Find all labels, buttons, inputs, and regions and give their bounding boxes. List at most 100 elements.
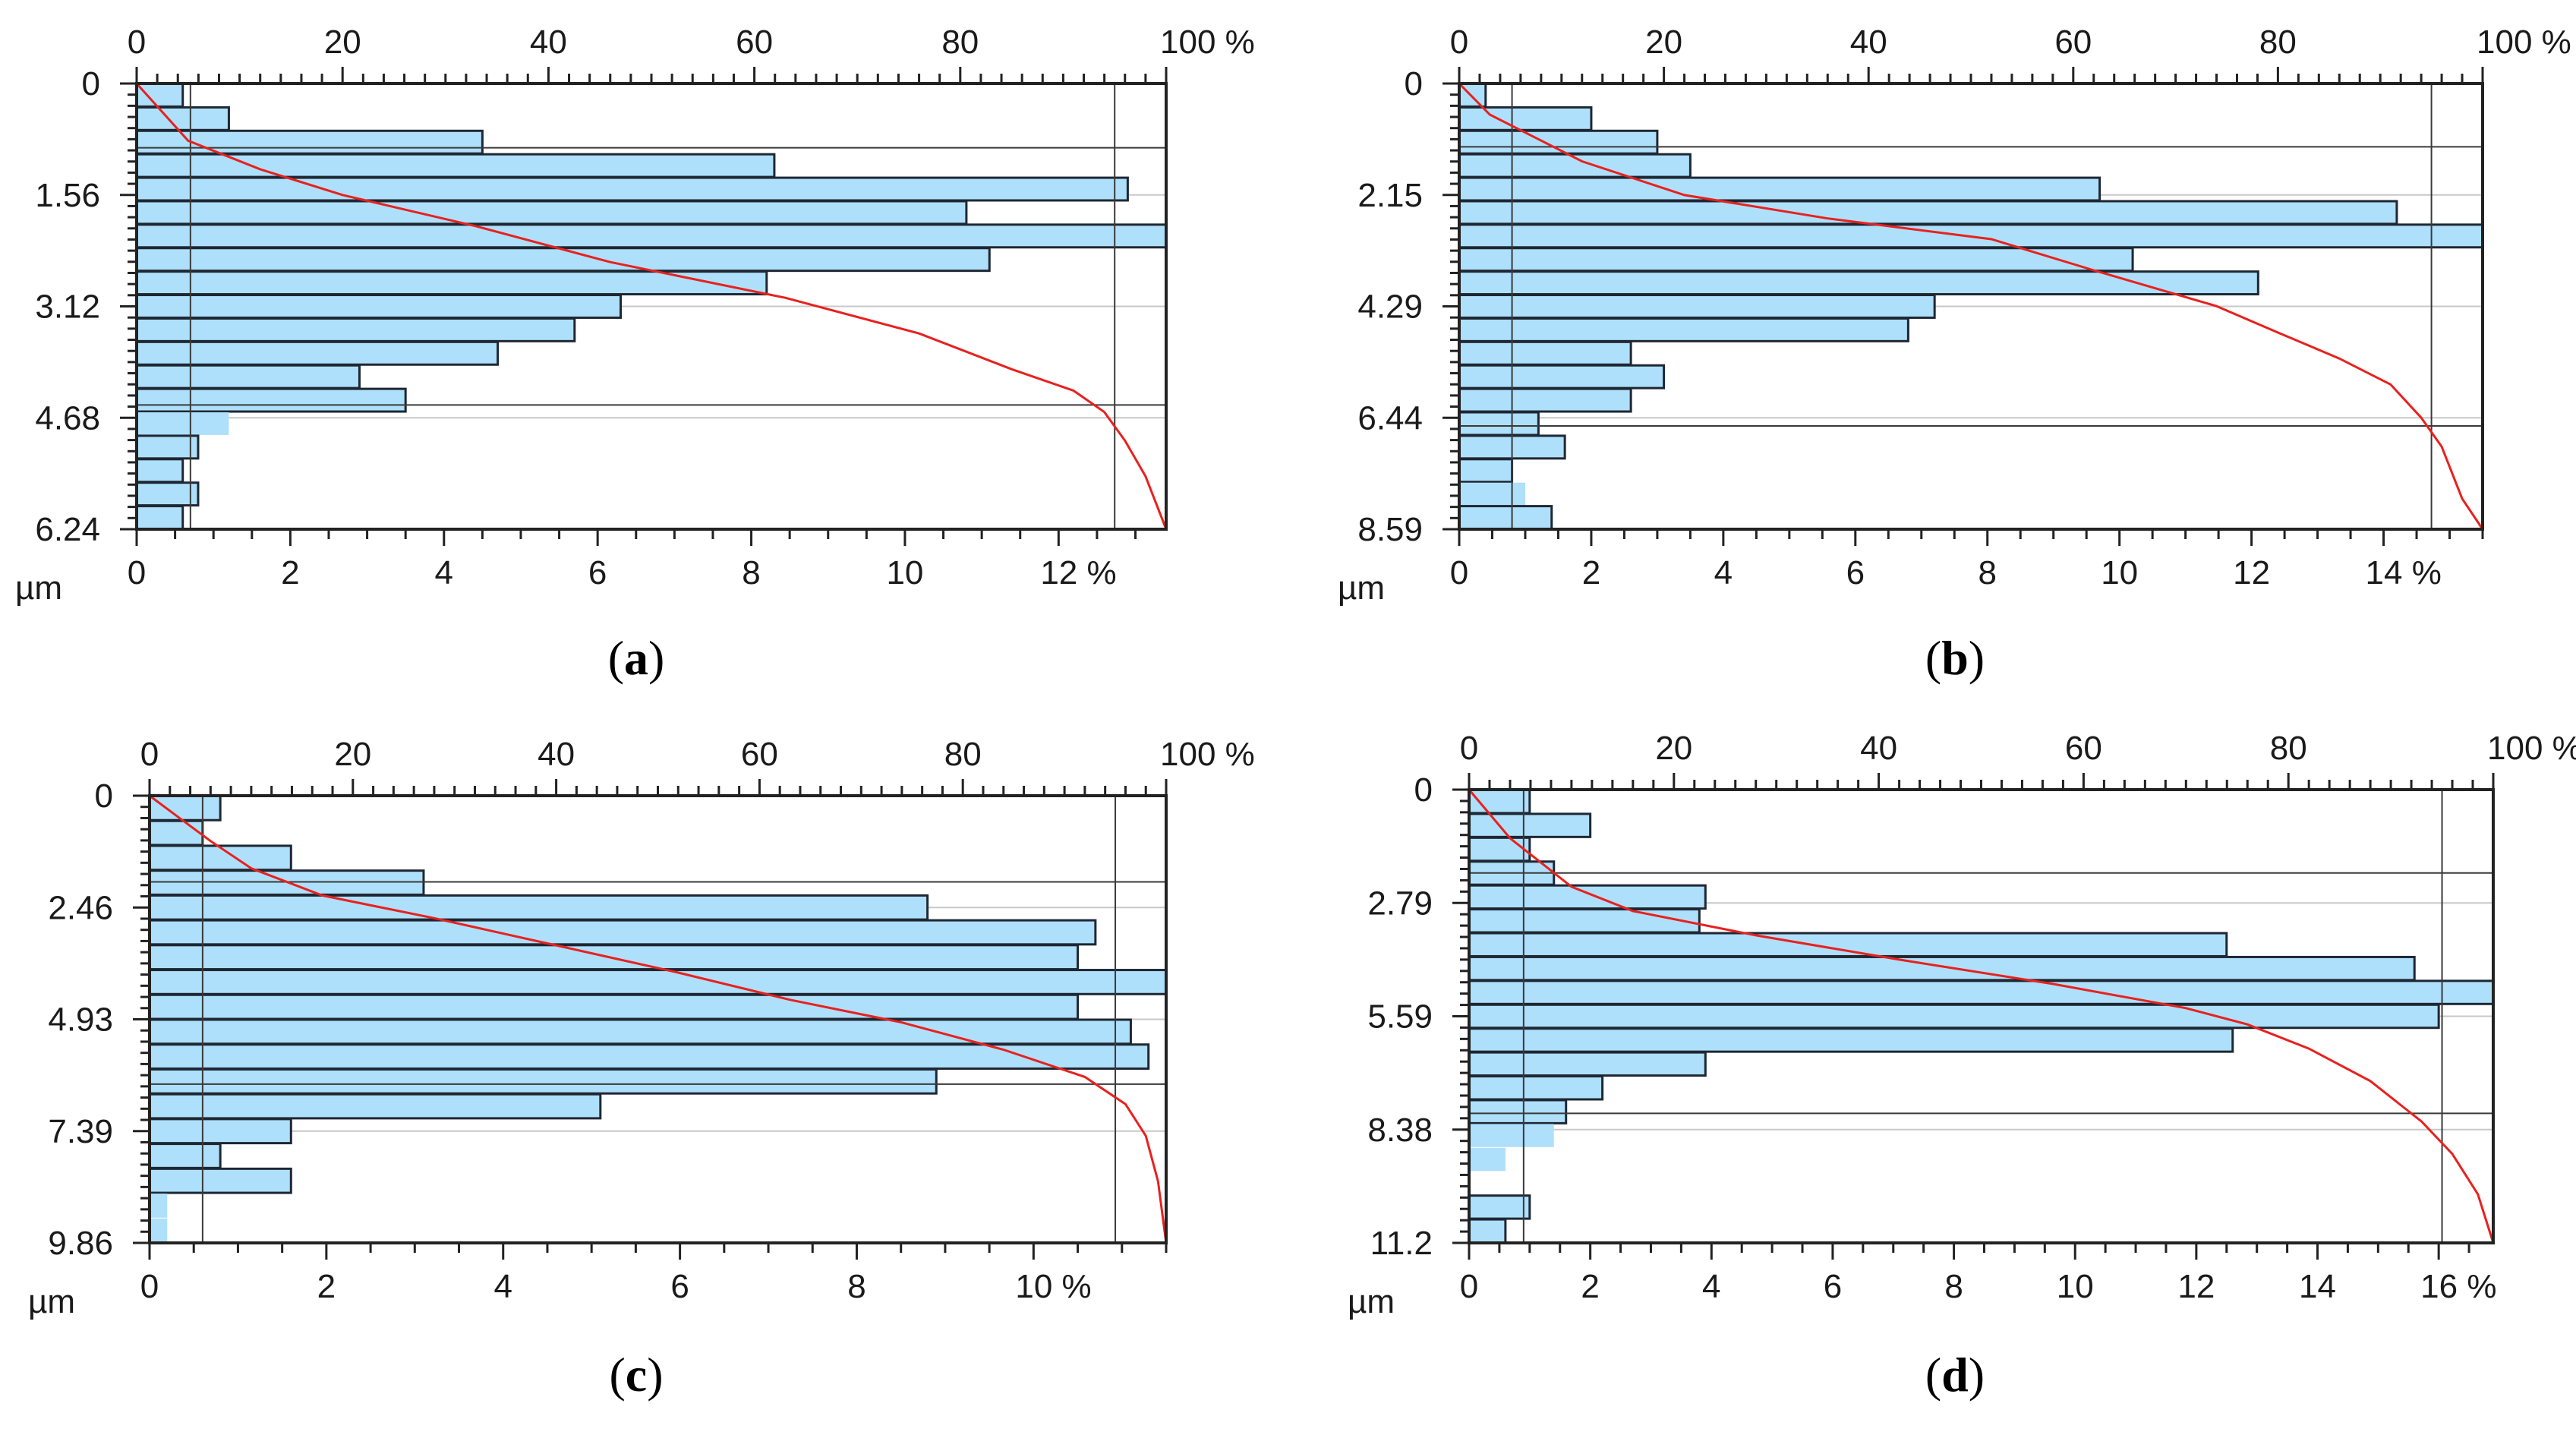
bottom-axis-label: 14 % xyxy=(2366,554,2442,591)
caption-paren-close: ) xyxy=(1969,1348,1985,1402)
bar xyxy=(148,969,1168,995)
cumulative-curve xyxy=(135,82,1168,530)
bottom-axis-label: 6 xyxy=(1846,554,1865,591)
bottom-axis-label: 12 xyxy=(2177,1268,2215,1305)
bar xyxy=(135,176,1129,202)
left-axis-label: 4.29 xyxy=(1357,289,1423,326)
bar xyxy=(150,1194,168,1218)
top-axis-label: 20 xyxy=(1655,730,1692,767)
bar xyxy=(1458,340,1632,366)
unit-label: µm xyxy=(1348,1283,1395,1320)
left-axis-label: 0 xyxy=(82,65,100,102)
top-axis-label: 60 xyxy=(741,736,778,773)
bar xyxy=(135,106,230,131)
bar xyxy=(1458,387,1632,413)
bar xyxy=(1469,1147,1506,1172)
bottom-axis-label: 12 xyxy=(2233,554,2270,591)
bar xyxy=(135,294,623,319)
bar xyxy=(150,1218,168,1243)
cumulative-curve xyxy=(1458,82,2484,530)
chart-panel-d: 0 20 40 60 80 100 % 0 2 4 6 8 10 12 14 16 % 0 2.79 5.59 8.… xyxy=(1348,730,2576,1402)
bar xyxy=(135,317,576,342)
bar xyxy=(148,894,929,921)
bar xyxy=(148,1018,1132,1046)
bar xyxy=(1469,1124,1554,1147)
bottom-axis-label: 10 xyxy=(2057,1268,2094,1305)
top-axis-label: 40 xyxy=(1860,730,1897,767)
bar xyxy=(135,153,776,178)
bottom-axis-label: 4 xyxy=(493,1268,512,1305)
top-axis-label: 60 xyxy=(2065,730,2102,767)
bar xyxy=(1468,908,1701,934)
cumulative-curve xyxy=(1468,789,2495,1244)
caption-letter: c xyxy=(626,1348,647,1402)
panel-caption: (a) xyxy=(608,631,665,685)
panel-caption: (d) xyxy=(1925,1348,1985,1402)
bar xyxy=(1468,1051,1707,1077)
left-axis-label: 4.68 xyxy=(35,399,100,437)
bar xyxy=(1458,106,1593,131)
bottom-axis-label: 0 xyxy=(140,1268,159,1305)
top-axis-label: 0 xyxy=(140,736,159,773)
bar xyxy=(1458,200,2398,226)
top-axis-label: 40 xyxy=(1850,24,1887,61)
caption-letter: d xyxy=(1941,1348,1969,1402)
left-axis-label: 9.86 xyxy=(48,1225,113,1262)
cumulative-curve xyxy=(149,794,1168,1244)
caption-paren-open: ( xyxy=(608,631,624,685)
caption-paren-open: ( xyxy=(1925,631,1941,685)
bar xyxy=(135,458,184,484)
bar xyxy=(1458,458,1514,484)
bottom-axis-label: 10 % xyxy=(1015,1268,1091,1305)
caption-letter: a xyxy=(624,631,648,685)
bottom-axis-label: 14 xyxy=(2299,1268,2336,1305)
left-axis-label: 6.44 xyxy=(1357,399,1423,437)
bar xyxy=(1468,836,1531,863)
left-axis-label: 1.56 xyxy=(35,177,100,214)
bar xyxy=(135,83,184,108)
bottom-axis-label: 16 % xyxy=(2420,1268,2496,1305)
top-axis-label: 20 xyxy=(1645,24,1682,61)
bar xyxy=(148,844,292,872)
top-axis-label: 80 xyxy=(2270,730,2307,767)
bar xyxy=(1458,176,2101,202)
left-axis-label: 0 xyxy=(1414,771,1433,809)
top-axis-label: 100 % xyxy=(1160,736,1255,773)
bottom-axis-label: 8 xyxy=(847,1268,865,1305)
bottom-axis-label: 0 xyxy=(1460,1268,1478,1305)
bar xyxy=(1458,364,1666,390)
left-axis-label: 8.38 xyxy=(1367,1112,1433,1149)
bar xyxy=(1468,1027,2234,1053)
bottom-axis-label: 12 % xyxy=(1040,554,1116,591)
left-axis-label: 7.39 xyxy=(48,1113,113,1150)
bar xyxy=(135,481,200,507)
caption-paren-open: ( xyxy=(1925,1348,1941,1402)
left-axis-label: 6.24 xyxy=(35,511,100,548)
bottom-axis-label: 6 xyxy=(670,1268,689,1305)
bar xyxy=(1468,1075,1604,1101)
left-axis-label: 0 xyxy=(95,777,113,815)
unit-label: µm xyxy=(28,1283,75,1320)
left-axis-label: 3.12 xyxy=(35,289,100,326)
bottom-axis-label: 0 xyxy=(128,554,146,591)
top-axis-label: 100 % xyxy=(1160,24,1255,61)
bar xyxy=(1459,482,1525,506)
bar xyxy=(1468,812,1592,838)
bottom-axis-label: 4 xyxy=(1714,554,1733,591)
top-axis-label: 40 xyxy=(530,24,567,61)
top-axis-label: 60 xyxy=(2054,24,2092,61)
bar xyxy=(135,505,184,531)
caption-paren-close: ) xyxy=(647,1348,663,1402)
bar xyxy=(148,1093,602,1120)
bar xyxy=(135,200,968,226)
bottom-axis-label: 6 xyxy=(1824,1268,1842,1305)
bar xyxy=(148,919,1097,946)
chart-panel-b: 0 20 40 60 80 100 % 0 2 4 6 8 10 12 14 % 0 2.15 4.29 6.44… xyxy=(1338,24,2571,685)
bottom-axis-label: 4 xyxy=(1702,1268,1720,1305)
caption-paren-close: ) xyxy=(648,631,664,685)
left-axis-label: 2.15 xyxy=(1357,177,1423,214)
left-axis-label: 8.59 xyxy=(1357,511,1423,548)
bar xyxy=(148,1167,292,1194)
bottom-axis-label: 2 xyxy=(1581,1268,1599,1305)
bar xyxy=(1468,1099,1568,1124)
